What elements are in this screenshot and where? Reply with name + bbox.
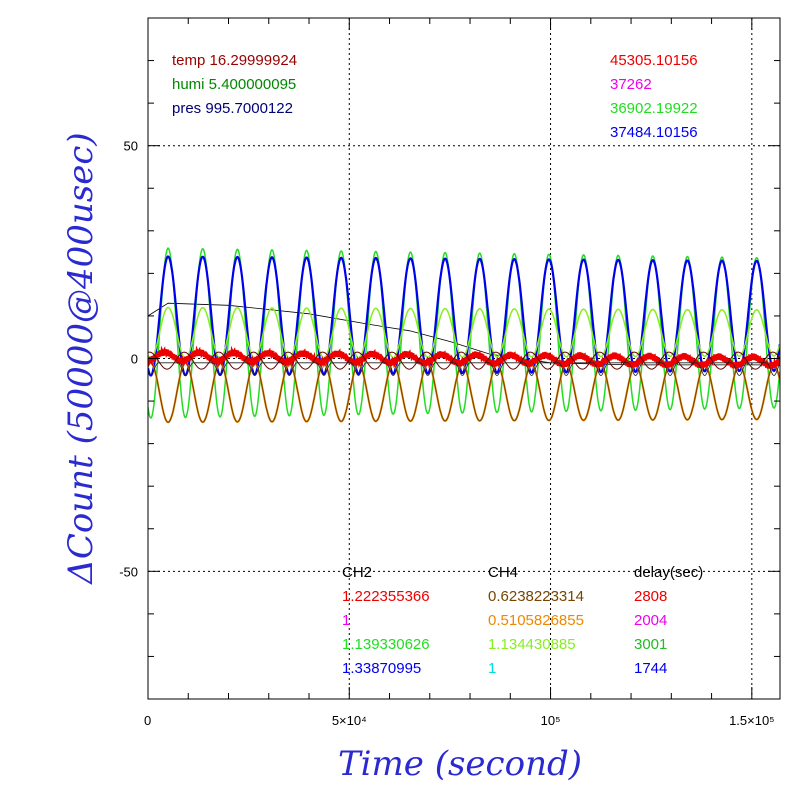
legend-count-magenta: 37262: [610, 76, 652, 93]
series-black_dip-line: [148, 362, 780, 376]
table-ch4-value: 0.5105826855: [488, 612, 584, 629]
x-tick-label: 5×10⁴: [332, 713, 367, 728]
series-drift-line: [148, 302, 780, 366]
legend-temp: temp 16.29999924: [172, 52, 298, 69]
table-delay-value: 2004: [634, 612, 668, 629]
series-lightgreen-line: [148, 306, 780, 360]
table-ch2-value: 1.222355366: [342, 588, 430, 605]
x-tick-label: 10⁵: [541, 713, 561, 728]
y-tick-label: 50: [124, 139, 138, 154]
y-tick-label: -50: [119, 564, 138, 579]
series-darkred-line: [148, 351, 780, 370]
legend-count-green: 36902.19922: [610, 100, 698, 117]
x-tick-label: 0: [144, 713, 151, 728]
y-tick-label: 0: [131, 352, 138, 367]
y-axis-label: ΔCount (50000@400usec): [61, 132, 101, 585]
series-red-line: [148, 345, 780, 369]
table-header-delay: delay(sec): [634, 564, 704, 581]
table-header-ch4: CH4: [488, 564, 519, 581]
table-ch2-value: 1.139330626: [342, 636, 430, 653]
table-ch4-value: 0.6238223314: [488, 588, 584, 605]
series-layer: [148, 247, 780, 424]
table-ch2-value: 1: [342, 612, 351, 629]
x-axis-label: Time (second): [338, 744, 582, 784]
table-delay-value: 2808: [634, 588, 668, 605]
table-ch2-value: 1.33870995: [342, 660, 422, 677]
legend-pres: pres 995.7000122: [172, 100, 293, 117]
table-delay-value: 3001: [634, 636, 668, 653]
x-tick-label: 1.5×10⁵: [729, 713, 775, 728]
legend-humi: humi 5.400000095: [172, 76, 297, 93]
table-ch4-value: 1.134430885: [488, 636, 576, 653]
table-ch4-value: 1: [488, 660, 497, 677]
legend-count-red: 45305.10156: [610, 52, 698, 69]
series-green-line: [148, 247, 780, 419]
table-header-ch2: CH2: [342, 564, 373, 581]
legend-count-blue: 37484.10156: [610, 124, 698, 141]
axis-ticks: 0 5×10⁴ 10⁵ 1.5×10⁵ 50 0 -50: [119, 18, 780, 728]
table-delay-value: 1744: [634, 660, 668, 677]
